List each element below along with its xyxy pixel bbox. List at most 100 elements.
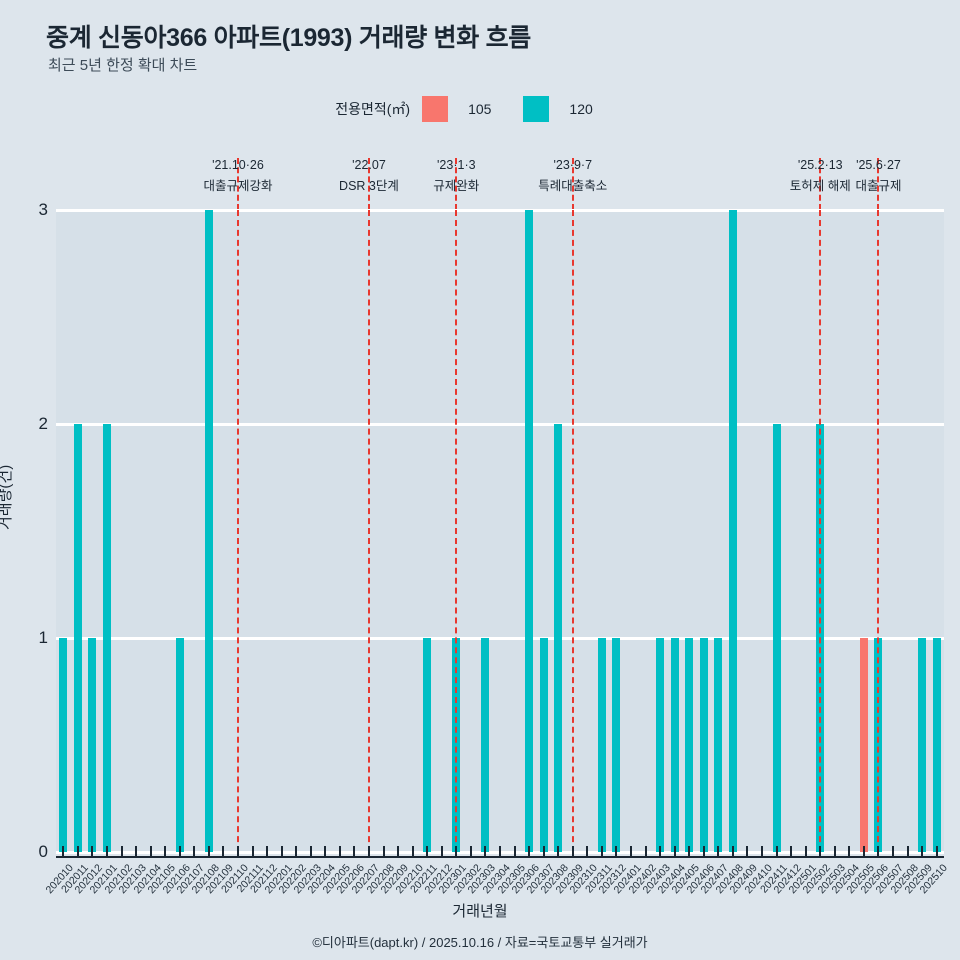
annotation-desc-202309: 특례대출축소 [538, 179, 608, 193]
annotation-desc-202301: 규제완화 [433, 179, 480, 193]
page-subtitle: 최근 5년 한정 확대 차트 [48, 57, 198, 74]
x-tick-mark-202202 [295, 846, 298, 856]
x-tick-mark-202502 [819, 846, 822, 856]
annotation-date-202506: '25.6·27 [856, 158, 901, 172]
annotation-date-202502: '25.2·13 [797, 158, 843, 172]
x-axis-title: 거래년월 [452, 903, 508, 920]
y-axis-title: 거래량(건) [0, 464, 14, 530]
x-tick-mark-202110 [236, 846, 239, 856]
x-tick-mark-202302 [469, 846, 472, 856]
chart-legend: 전용면적(㎡) 105 120 [0, 96, 960, 122]
annotation-line-stub-202301 [455, 158, 458, 210]
x-tick-mark-202308 [557, 846, 560, 856]
x-tick-mark-202011 [76, 846, 79, 856]
plot-area [56, 208, 944, 854]
annotation-date-202207: '22.07 [352, 158, 386, 172]
x-tick-mark-202010 [62, 846, 65, 856]
x-tick-mark-202402 [644, 846, 647, 856]
annotation-date-202110: '21.10·26 [212, 158, 264, 172]
x-tick-mark-202205 [338, 846, 341, 856]
x-tick-mark-202103 [135, 846, 138, 856]
legend-item-105[interactable]: 105 [422, 96, 517, 122]
x-tick-mark-202212 [440, 846, 443, 856]
x-tick-mark-202106 [178, 846, 181, 856]
annotation-line-stub-202110 [236, 158, 239, 210]
bar-120-202509[interactable] [918, 638, 927, 852]
y-tick-label-0: 0 [38, 842, 48, 861]
annotation-line-stub-202309 [571, 158, 574, 210]
x-tick-mark-202210 [411, 846, 414, 856]
page-title: 중계 신동아366 아파트(1993) 거래량 변화 흐름 [46, 24, 532, 52]
x-tick-mark-202104 [149, 846, 152, 856]
bar-120-202403[interactable] [656, 638, 665, 852]
legend-item-120[interactable]: 120 [523, 96, 618, 122]
x-tick-mark-202311 [600, 846, 603, 856]
x-tick-mark-202105 [164, 846, 167, 856]
bar-120-202406[interactable] [699, 638, 708, 852]
annotation-label-202502: '25.2·13 토허제 해제 [790, 158, 851, 194]
bar-120-202306[interactable] [525, 210, 534, 852]
bar-120-202408[interactable] [728, 210, 737, 852]
bar-120-202510[interactable] [932, 638, 941, 852]
x-tick-mark-202208 [382, 846, 385, 856]
x-tick-mark-202305 [513, 846, 516, 856]
x-tick-mark-202505 [862, 846, 865, 856]
legend-title: 전용면적(㎡) [335, 101, 411, 117]
bar-120-202307[interactable] [539, 638, 548, 852]
x-tick-mark-202410 [761, 846, 764, 856]
bar-120-202011[interactable] [73, 424, 82, 852]
annotation-date-202301: '23·1·3 [437, 158, 476, 172]
x-tick-mark-202306 [528, 846, 531, 856]
x-tick-mark-202412 [790, 846, 793, 856]
bar-120-202407[interactable] [714, 638, 723, 852]
bar-120-202101[interactable] [102, 424, 111, 852]
bar-120-202012[interactable] [88, 638, 97, 852]
x-tick-mark-202107 [193, 846, 196, 856]
bar-120-202106[interactable] [175, 638, 184, 852]
x-tick-mark-202310 [586, 846, 589, 856]
bar-120-202312[interactable] [612, 638, 621, 852]
bar-120-202311[interactable] [597, 638, 606, 852]
annotation-line-stub-202207 [367, 158, 370, 210]
gridline-y-2 [56, 422, 944, 426]
annotation-desc-202110: 대출규제강화 [203, 179, 273, 193]
y-tick-label-1: 1 [38, 628, 48, 647]
annotation-desc-202506: 대출규제 [855, 179, 902, 193]
annotation-line-stub-202502 [819, 158, 822, 210]
bar-120-202211[interactable] [423, 638, 432, 852]
bar-120-202411[interactable] [772, 424, 781, 852]
bar-120-202405[interactable] [685, 638, 694, 852]
bar-120-202108[interactable] [204, 210, 213, 852]
x-tick-mark-202312 [615, 846, 618, 856]
x-tick-mark-202508 [906, 846, 909, 856]
annotation-line-202301 [455, 210, 458, 852]
y-tick-label-2: 2 [38, 414, 48, 433]
x-tick-mark-202303 [484, 846, 487, 856]
bar-105-202505[interactable] [859, 638, 868, 852]
annotation-line-202110 [236, 210, 239, 852]
x-tick-mark-202405 [688, 846, 691, 856]
bar-120-202404[interactable] [670, 638, 679, 852]
bar-120-202010[interactable] [59, 638, 68, 852]
annotation-line-202207 [367, 210, 370, 852]
x-tick-mark-202301 [455, 846, 458, 856]
x-tick-mark-202510 [935, 846, 938, 856]
x-tick-mark-202102 [120, 846, 123, 856]
x-tick-mark-202409 [746, 846, 749, 856]
x-tick-mark-202504 [848, 846, 851, 856]
x-tick-mark-202204 [324, 846, 327, 856]
x-tick-mark-202304 [499, 846, 501, 856]
annotation-line-202309 [571, 210, 574, 852]
x-tick-mark-202201 [280, 846, 283, 856]
x-axis-line [56, 856, 944, 858]
x-tick-mark-202211 [426, 846, 429, 856]
legend-label-105: 105 [468, 101, 492, 117]
x-tick-mark-202406 [702, 846, 705, 856]
x-tick-mark-202209 [397, 846, 400, 856]
annotation-label-202207: '22.07 DSR 3단계 [339, 158, 399, 194]
footer-credit: ©디아파트(dapt.kr) / 2025.10.16 / 자료=국토교통부 실… [312, 935, 648, 950]
bar-120-202308[interactable] [554, 424, 563, 852]
annotation-date-202309: '23·9·7 [553, 158, 593, 172]
x-tick-mark-202309 [571, 846, 574, 856]
bar-120-202303[interactable] [481, 638, 490, 852]
